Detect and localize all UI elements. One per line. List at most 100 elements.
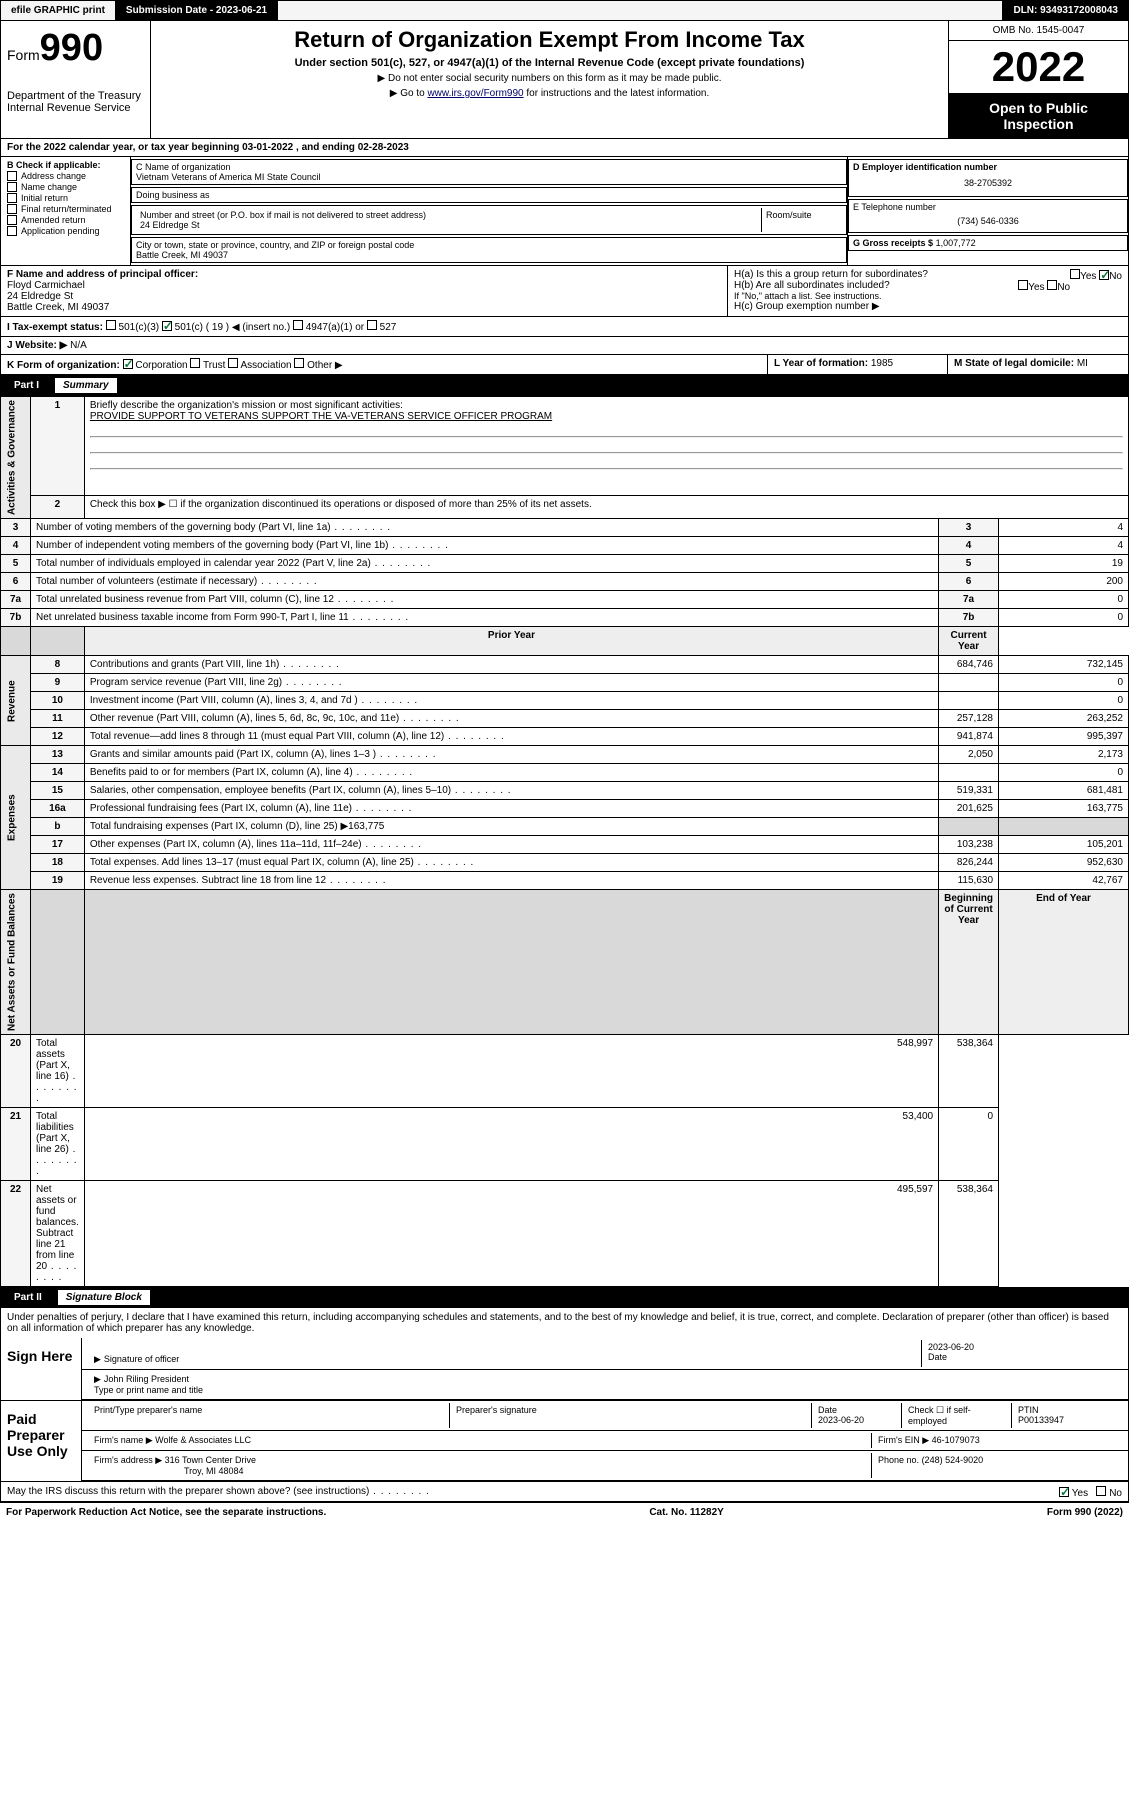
line-text: Grants and similar amounts paid (Part IX… — [84, 746, 938, 764]
curr-value: 2,173 — [999, 746, 1129, 764]
prior-value: 257,128 — [939, 710, 999, 728]
curr-value: 42,767 — [999, 872, 1129, 890]
penalties-text: Under penalties of perjury, I declare th… — [0, 1308, 1129, 1338]
curr-value: 995,397 — [999, 728, 1129, 746]
self-employed-check: Check ☐ if self-employed — [902, 1403, 1012, 1428]
checkbox-icon[interactable] — [7, 171, 17, 181]
h-b: H(b) Are all subordinates included? Yes … — [734, 280, 1122, 291]
activities-label: Activities & Governance — [1, 397, 31, 519]
check-label: Amended return — [21, 215, 86, 225]
city-value: Battle Creek, MI 49037 — [136, 250, 842, 260]
tax-status-row: I Tax-exempt status: 501(c)(3) 501(c) ( … — [0, 317, 1129, 337]
line-value: 0 — [999, 609, 1129, 627]
curr-value: 681,481 — [999, 782, 1129, 800]
prior-value: 2,050 — [939, 746, 999, 764]
top-bar: efile GRAPHIC print Submission Date - 20… — [0, 0, 1129, 21]
may-irs-row: May the IRS discuss this return with the… — [1, 1481, 1128, 1501]
current-year-header: Current Year — [939, 627, 999, 656]
submission-date: Submission Date - 2023-06-21 — [116, 1, 278, 20]
line-text: Other expenses (Part IX, column (A), lin… — [84, 836, 938, 854]
checkbox-icon[interactable] — [7, 193, 17, 203]
sig-date: 2023-06-20 — [928, 1342, 1116, 1352]
check-label: Application pending — [21, 226, 100, 236]
end-year-header: End of Year — [999, 890, 1129, 1035]
part1-header: Part ISummary — [0, 375, 1129, 396]
line-text: Benefits paid to or for members (Part IX… — [84, 764, 938, 782]
officer-sig-name: John Riling President — [104, 1374, 189, 1384]
curr-value: 0 — [999, 692, 1129, 710]
prior-year-header: Prior Year — [84, 627, 938, 656]
efile-label[interactable]: efile GRAPHIC print — [1, 1, 116, 20]
curr-value: 263,252 — [999, 710, 1129, 728]
ptin-label: PTIN — [1018, 1405, 1039, 1415]
note-ssn: ▶ Do not enter social security numbers o… — [157, 73, 942, 84]
line-text: Revenue less expenses. Subtract line 18 … — [84, 872, 938, 890]
h-c: H(c) Group exemption number ▶ — [734, 301, 1122, 312]
curr-value: 732,145 — [999, 656, 1129, 674]
cat-number: Cat. No. 11282Y — [649, 1507, 723, 1518]
room-label: Room/suite — [766, 210, 838, 220]
curr-value: 0 — [999, 674, 1129, 692]
l-block: L Year of formation: 1985 — [768, 355, 948, 374]
line-text: Total expenses. Add lines 13–17 (must eq… — [84, 854, 938, 872]
check-label: Name change — [21, 182, 77, 192]
city-label: City or town, state or province, country… — [136, 240, 842, 250]
gross-value: 1,007,772 — [936, 238, 976, 248]
line-text: Total revenue—add lines 8 through 11 (mu… — [84, 728, 938, 746]
ptin-value: P00133947 — [1018, 1415, 1064, 1425]
tax-year: 2022 — [949, 41, 1128, 94]
line-a: For the 2022 calendar year, or tax year … — [0, 139, 1129, 157]
line-text: Net assets or fund balances. Subtract li… — [31, 1181, 85, 1287]
firm-phone: (248) 524-9020 — [922, 1455, 984, 1465]
omb-number: OMB No. 1545-0047 — [949, 21, 1128, 41]
checkbox-icon[interactable] — [7, 182, 17, 192]
check-label: Initial return — [21, 193, 68, 203]
m-block: M State of legal domicile: MI — [948, 355, 1128, 374]
firm-phone-label: Phone no. — [878, 1455, 919, 1465]
revenue-label: Revenue — [1, 656, 31, 746]
firm-name: Wolfe & Associates LLC — [155, 1435, 251, 1445]
line-text: Total number of individuals employed in … — [31, 555, 939, 573]
checkbox-icon[interactable] — [7, 226, 17, 236]
curr-value: 0 — [939, 1108, 999, 1181]
expenses-label: Expenses — [1, 746, 31, 890]
prep-sig-label: Preparer's signature — [450, 1403, 812, 1428]
q1-label: Briefly describe the organization's miss… — [90, 400, 1123, 411]
ein-value: 38-2705392 — [853, 172, 1123, 194]
curr-value: 538,364 — [939, 1181, 999, 1287]
curr-value: 538,364 — [939, 1035, 999, 1108]
prior-value — [939, 764, 999, 782]
check-label: Final return/terminated — [21, 204, 112, 214]
irs-link[interactable]: www.irs.gov/Form990 — [427, 88, 523, 99]
street-value: 24 Eldredge St — [140, 220, 757, 230]
prep-name-label: Print/Type preparer's name — [88, 1403, 450, 1428]
prior-value: 548,997 — [84, 1035, 938, 1108]
dln-label: DLN: 93493172008043 — [1002, 1, 1128, 20]
firm-ein-label: Firm's EIN ▶ — [878, 1435, 929, 1445]
prior-value — [939, 674, 999, 692]
officer-block: F Name and address of principal officer:… — [0, 266, 1129, 317]
footer: For Paperwork Reduction Act Notice, see … — [0, 1502, 1129, 1522]
i-501c3: 501(c)(3) — [119, 322, 160, 333]
checkbox-icon[interactable] — [7, 204, 17, 214]
form-subtitle: Under section 501(c), 527, or 4947(a)(1)… — [157, 57, 942, 69]
part2-header: Part IISignature Block — [0, 1287, 1129, 1308]
officer-type-label: Type or print name and title — [94, 1385, 203, 1395]
form-footer: Form 990 (2022) — [1047, 1507, 1123, 1518]
checkbox-icon[interactable] — [7, 215, 17, 225]
prior-value: 201,625 — [939, 800, 999, 818]
line-text: Total unrelated business revenue from Pa… — [31, 591, 939, 609]
no-label: No — [1109, 1488, 1122, 1499]
h-a: H(a) Is this a group return for subordin… — [734, 269, 1122, 280]
i-501c: 501(c) ( 19 ) ◀ (insert no.) — [175, 322, 291, 333]
q1-answer: PROVIDE SUPPORT TO VETERANS SUPPORT THE … — [90, 411, 1123, 422]
prior-value: 115,630 — [939, 872, 999, 890]
phone-label: E Telephone number — [853, 202, 1123, 212]
prior-value: 941,874 — [939, 728, 999, 746]
col-b-heading: B Check if applicable: — [7, 160, 124, 170]
may-irs-text: May the IRS discuss this return with the… — [7, 1486, 430, 1497]
j-label: J Website: ▶ — [7, 340, 67, 351]
prior-value — [939, 692, 999, 710]
q2-text: Check this box ▶ ☐ if the organization d… — [84, 495, 1128, 518]
line-value: 0 — [999, 591, 1129, 609]
